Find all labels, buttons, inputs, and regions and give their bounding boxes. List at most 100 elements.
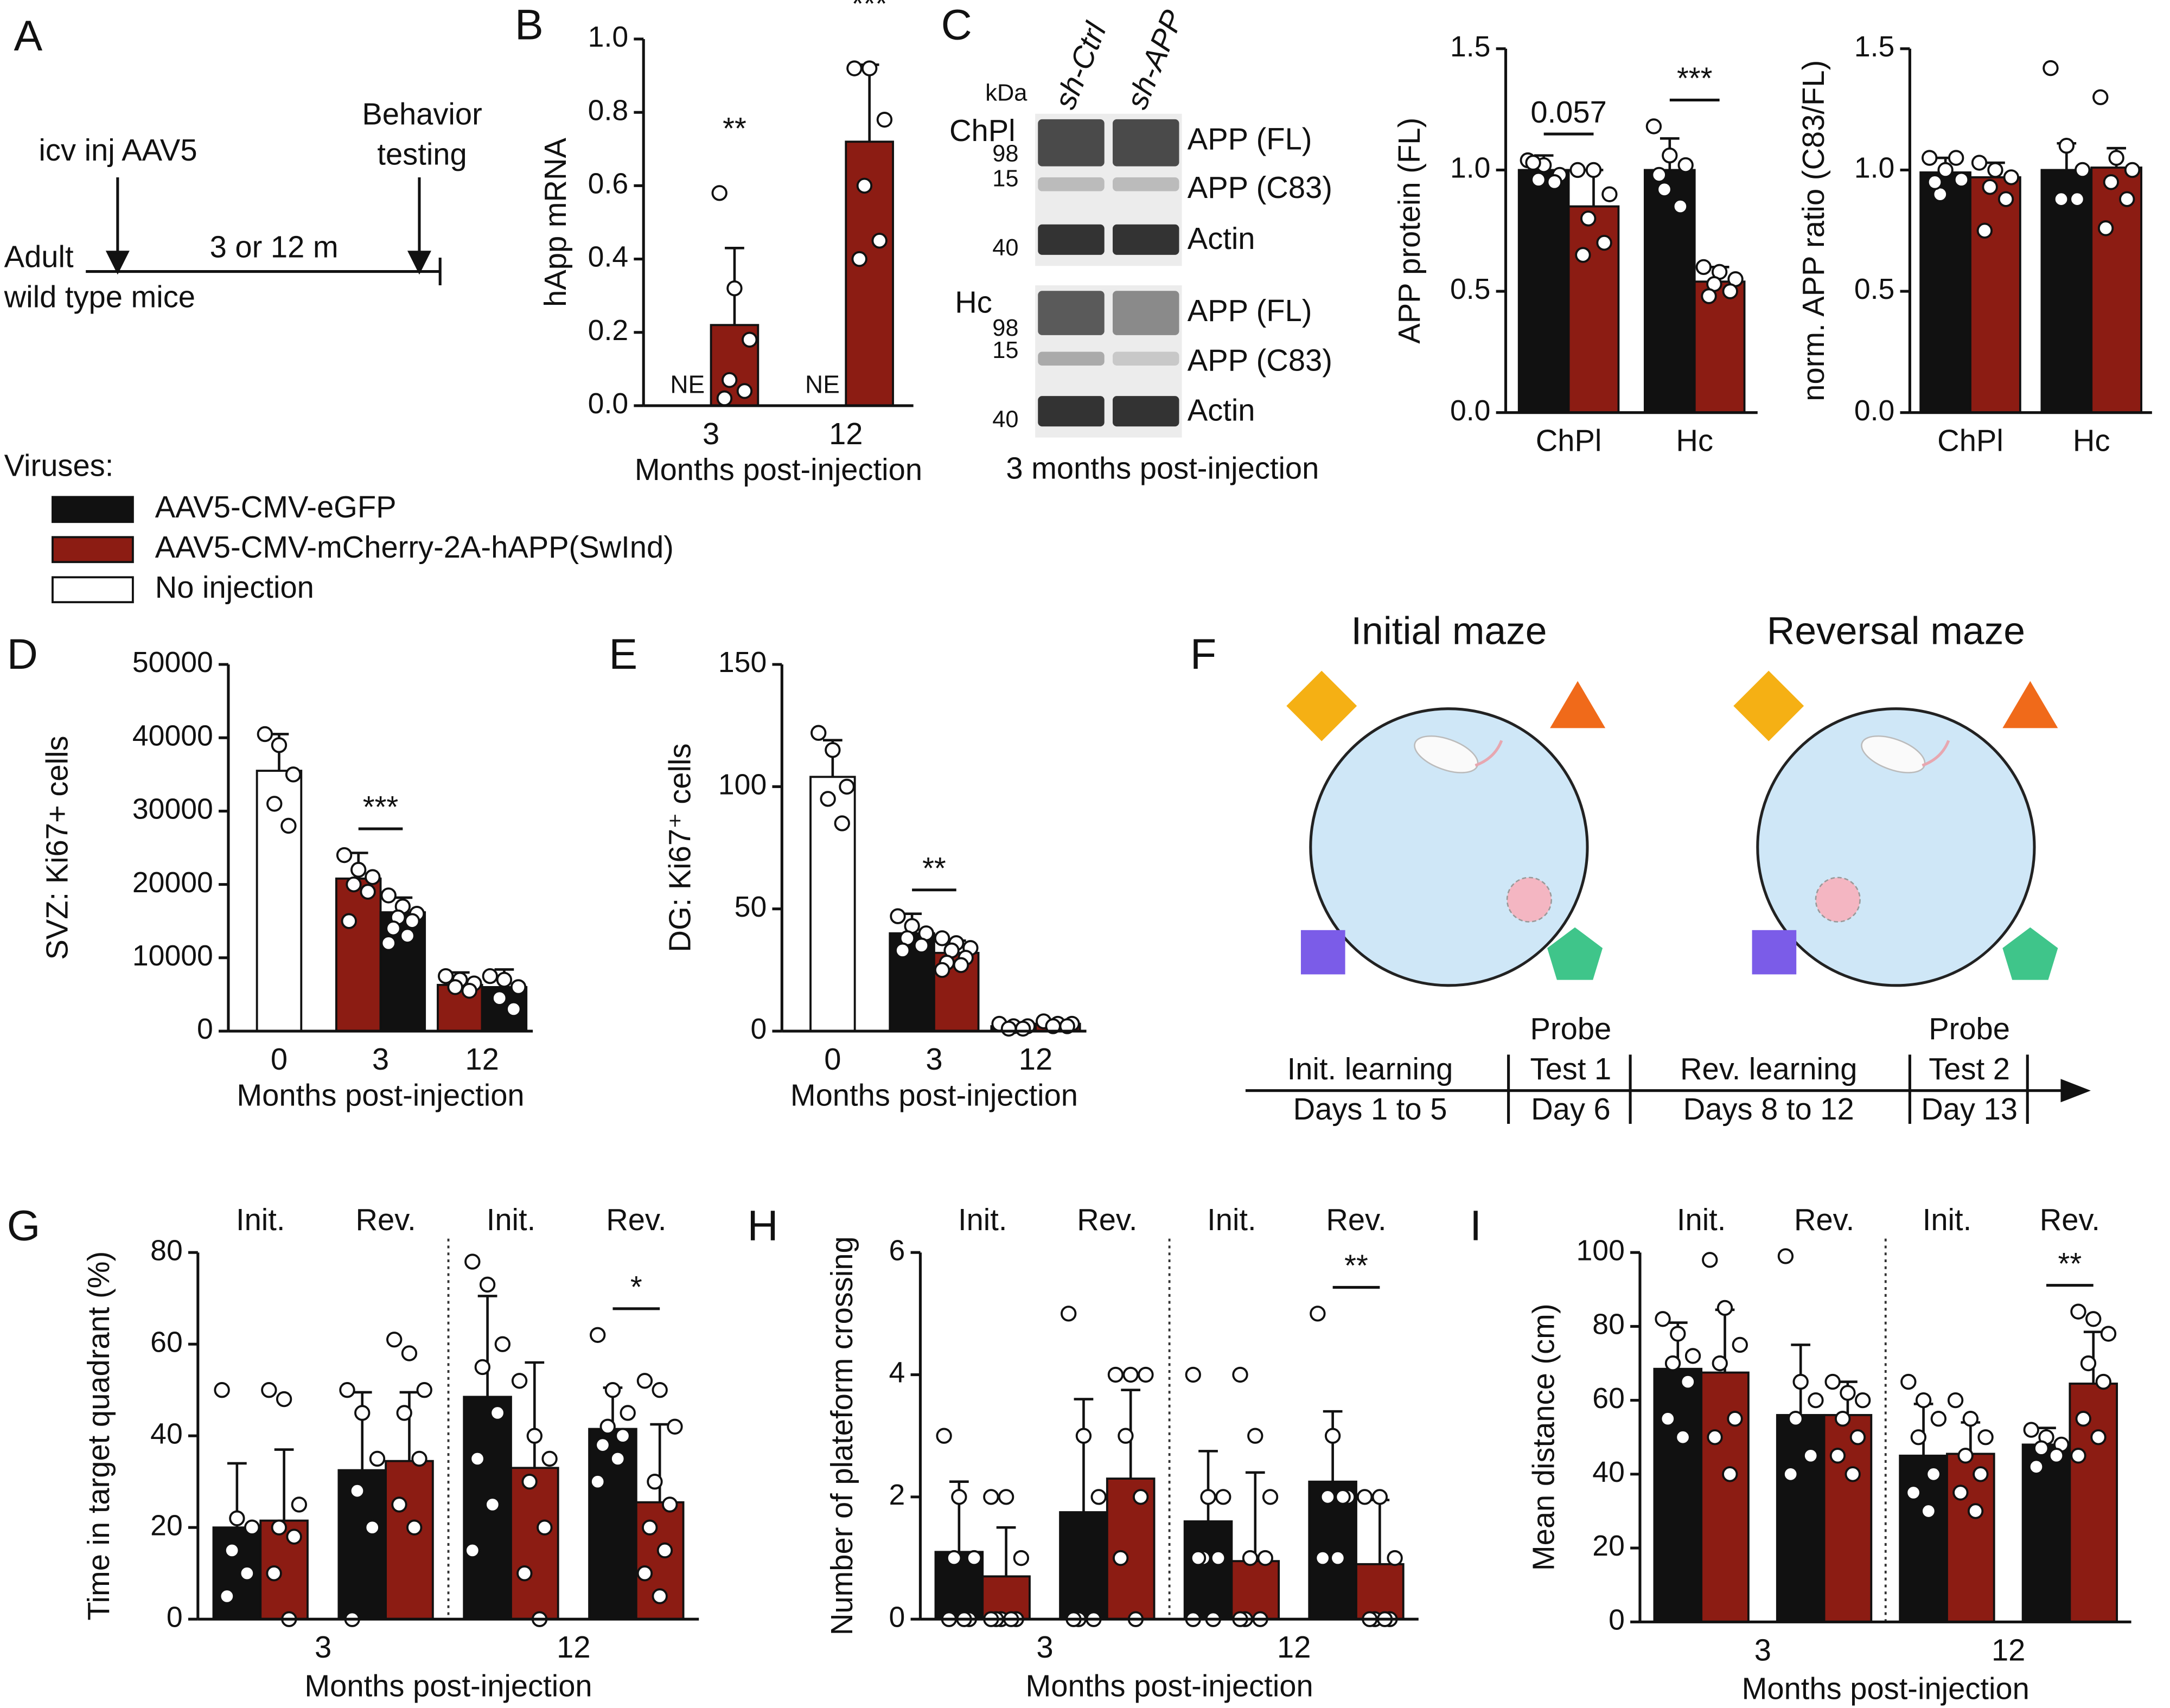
data-point — [1138, 1366, 1154, 1383]
x-tick-label: 0 — [824, 1042, 841, 1076]
platform — [1506, 877, 1552, 923]
significance-label: ** — [723, 111, 746, 145]
schematic-text: icv inj AAV5 — [39, 133, 197, 167]
bar — [588, 1428, 637, 1621]
schematic-text: wild type mice — [4, 279, 195, 314]
timeline-label: Probe — [1929, 1012, 2010, 1046]
bar — [845, 140, 894, 407]
data-point — [1722, 1466, 1738, 1482]
y-tick-label: 60 — [150, 1326, 183, 1358]
blot-band — [1113, 396, 1179, 427]
data-point — [2033, 1440, 2050, 1456]
data-point — [437, 968, 454, 984]
cue-pentagon — [1547, 927, 1603, 980]
bar — [1919, 171, 1971, 414]
chart: 0 20 40 60 80 100 Mean distance (cm) Init. Rev. I… — [1526, 1202, 2131, 1706]
data-point — [1855, 1392, 1871, 1409]
y-tick-label: 1.5 — [1450, 31, 1490, 63]
data-point — [1090, 1489, 1107, 1505]
data-point — [341, 913, 357, 929]
y-axis-title: Time in target quadrant (%) — [81, 1251, 116, 1621]
data-point — [856, 177, 873, 194]
x-tick-label: Init. — [1207, 1202, 1256, 1237]
panel-label: B — [515, 0, 544, 48]
timeline-label: Day 13 — [1921, 1092, 2018, 1126]
data-point — [2075, 1411, 2091, 1427]
data-point — [590, 1474, 606, 1490]
data-point — [516, 1565, 533, 1582]
data-point — [2108, 150, 2124, 166]
data-point — [647, 1474, 663, 1490]
y-axis-title: hApp mRNA — [538, 137, 572, 306]
data-point — [726, 280, 743, 297]
blot-band — [1038, 291, 1105, 335]
data-point — [2003, 169, 2019, 185]
y-tick-label: 0 — [197, 1013, 213, 1045]
data-point — [1716, 1300, 1733, 1316]
data-point — [1656, 181, 1673, 197]
bar — [256, 770, 303, 1032]
data-point — [1546, 174, 1562, 190]
bar — [1355, 1563, 1405, 1621]
blot-band-label: APP (C83) — [1188, 170, 1332, 204]
data-point — [2048, 1448, 2065, 1464]
x-tick-label: Init. — [1923, 1202, 1971, 1237]
data-point — [1732, 1336, 1748, 1353]
data-point — [285, 766, 302, 783]
data-point — [1645, 118, 1662, 135]
data-point — [610, 1450, 626, 1467]
data-point — [1107, 1366, 1124, 1383]
panel-label: C — [941, 0, 972, 48]
bar — [1776, 1413, 1826, 1623]
y-tick-label: 0.8 — [588, 94, 628, 126]
data-point — [1118, 1428, 1134, 1444]
y-tick-label: 100 — [1577, 1234, 1625, 1266]
data-point — [590, 1327, 606, 1343]
data-point — [656, 1542, 673, 1559]
group-label: 3 — [1036, 1630, 1053, 1664]
bar — [1693, 280, 1746, 414]
y-axis-title: norm. APP ratio (C83/FL) — [1796, 60, 1830, 401]
schematic-text: Behavior — [362, 97, 482, 131]
data-point — [261, 1382, 277, 1398]
data-point — [2124, 162, 2141, 178]
x-tick-label: ChPl — [1536, 424, 1602, 458]
data-point — [1580, 210, 1597, 227]
data-point — [1702, 1252, 1718, 1268]
data-point — [1953, 171, 1970, 188]
arrow-head — [407, 251, 431, 275]
data-point — [890, 908, 906, 924]
chart: 0.0 0.5 1.0 1.5 APP protein (FL) ChPl Hc 0.057 *… — [1392, 31, 1758, 458]
data-point — [876, 112, 893, 128]
data-point — [469, 1450, 486, 1467]
data-point — [1075, 1428, 1092, 1444]
y-axis-title: Number of plateform crossing — [825, 1236, 859, 1635]
data-point — [214, 1382, 230, 1398]
x-axis-title: Months post-injection — [790, 1078, 1078, 1112]
data-point — [1844, 1466, 1861, 1482]
data-point — [1314, 1550, 1331, 1566]
data-point — [636, 1373, 653, 1389]
data-point — [871, 233, 888, 249]
blot-marker: 15 — [992, 166, 1018, 192]
data-point — [271, 1519, 288, 1536]
data-point — [406, 1519, 423, 1536]
data-point — [1200, 1489, 1216, 1505]
timeline-label: Days 1 to 5 — [1293, 1092, 1447, 1126]
data-point — [1808, 1392, 1824, 1409]
bar — [385, 1460, 434, 1621]
blot-marker: 98 — [992, 141, 1018, 167]
bar — [1946, 1453, 1995, 1623]
cue-triangle — [1550, 681, 1606, 728]
y-tick-label: 50000 — [132, 647, 213, 679]
data-point — [521, 1474, 538, 1490]
x-tick-label: Init. — [487, 1202, 535, 1237]
legend-label: AAV5-CMV-eGFP — [155, 490, 397, 524]
data-point — [825, 742, 841, 758]
missing-label: NE — [670, 370, 705, 398]
data-point — [1655, 1311, 1671, 1327]
bar — [1230, 1560, 1280, 1621]
data-point — [391, 1496, 407, 1513]
arrow-head — [105, 251, 130, 275]
